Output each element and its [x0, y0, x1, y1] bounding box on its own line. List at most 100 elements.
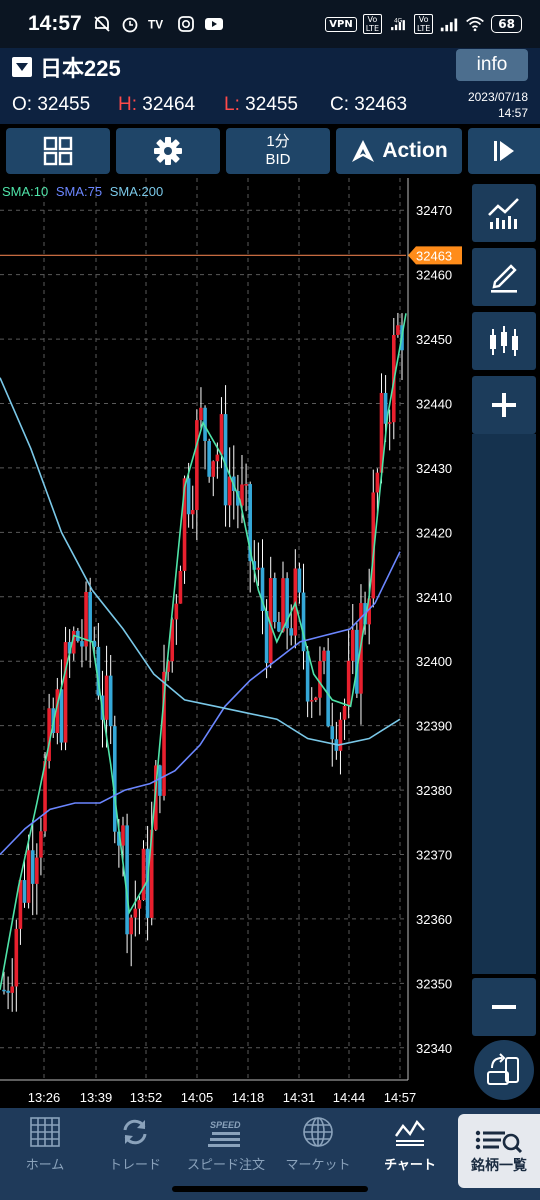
- candle-body: [186, 478, 191, 515]
- x-tick-label: 13:26: [28, 1090, 61, 1105]
- candle-body: [30, 850, 35, 884]
- y-tick-label: 32430: [416, 461, 452, 476]
- candle-body: [281, 578, 285, 632]
- x-tick-label: 14:57: [384, 1090, 417, 1105]
- nav-chart[interactable]: チャート: [364, 1108, 456, 1188]
- layout-button[interactable]: [6, 128, 110, 174]
- grid-layout-icon: [43, 136, 73, 166]
- symbol-list-button[interactable]: 銘柄一覧: [458, 1114, 540, 1188]
- nav-speed-order[interactable]: SPEED スピード注文: [180, 1108, 272, 1188]
- low-value: 32455: [245, 94, 298, 115]
- candle-body: [121, 825, 125, 846]
- zoom-out-button[interactable]: [472, 978, 536, 1036]
- nav-home[interactable]: ホーム: [0, 1108, 90, 1188]
- candle-body: [346, 660, 351, 706]
- candle-body: [92, 640, 97, 647]
- candle-body: [80, 641, 84, 647]
- candle-body: [141, 848, 146, 901]
- price-chart[interactable]: 32470 32460 32450 32440 32430 32420 32410 32400…: [0, 178, 468, 1108]
- draw-tool-button[interactable]: [472, 248, 536, 306]
- candle-body: [383, 392, 388, 424]
- sma-line-75: [0, 551, 401, 856]
- action-label: Action: [382, 139, 448, 162]
- candle-body: [149, 829, 154, 918]
- datetime: 2023/07/18 14:57: [468, 89, 528, 121]
- candle-body: [297, 568, 302, 593]
- candle-body: [248, 484, 252, 562]
- youtube-icon: [204, 14, 224, 34]
- play-forward-icon: [494, 141, 514, 161]
- rotate-screen-button[interactable]: [474, 1040, 534, 1100]
- nav-speed-order-label: スピード注文: [186, 1158, 265, 1173]
- candle-body: [117, 831, 121, 846]
- candle-body: [268, 578, 273, 664]
- y-tick-label: 32390: [416, 719, 452, 734]
- candle-body: [112, 726, 117, 832]
- y-tick-label: 32410: [416, 590, 452, 605]
- action-button[interactable]: Action: [336, 128, 462, 174]
- sma-legend: SMA:10 SMA:75 SMA:200: [2, 184, 163, 199]
- candle-body: [260, 567, 265, 611]
- zoom-slider-track[interactable]: [472, 434, 536, 974]
- nav-market[interactable]: マーケット: [272, 1108, 364, 1188]
- y-tick-label: 32460: [416, 268, 452, 283]
- settings-button[interactable]: [116, 128, 220, 174]
- signal-icon: 4G: [388, 14, 408, 34]
- svg-text:TV: TV: [148, 18, 163, 32]
- indicator-chart-icon: [488, 198, 519, 229]
- nav-home-label: ホーム: [25, 1158, 65, 1173]
- candle-body: [396, 325, 400, 335]
- candle-body: [195, 420, 199, 511]
- candle-body: [301, 592, 306, 652]
- timeframe-button[interactable]: 1分 BID: [226, 128, 330, 174]
- candle-body: [47, 708, 51, 762]
- candle-body: [55, 689, 60, 734]
- timeframe-label: 1分: [266, 133, 290, 150]
- zoom-in-button[interactable]: [472, 376, 536, 434]
- chart-area[interactable]: 32470 32460 32450 32440 32430 32420 32410 32400…: [0, 178, 468, 1108]
- nav-trade[interactable]: トレード: [90, 1108, 180, 1188]
- symbol-dropdown-icon[interactable]: [12, 57, 32, 77]
- x-tick-label: 13:39: [80, 1090, 113, 1105]
- volte-badge-2: Vo LTE: [414, 14, 434, 34]
- candle-type-button[interactable]: [472, 312, 536, 370]
- home-indicator: [172, 1186, 368, 1192]
- candle-body: [355, 629, 359, 694]
- plus-icon: [492, 393, 516, 417]
- candle-body: [273, 578, 277, 623]
- alarm-icon: [120, 14, 140, 34]
- candle-body: [6, 990, 10, 993]
- chart-side-panel: [470, 178, 540, 1108]
- sma-line-10: [0, 313, 407, 990]
- candle-body: [207, 440, 211, 477]
- x-tick-label: 13:52: [130, 1090, 163, 1105]
- legend-sma75: SMA:75: [55, 184, 103, 199]
- candle-body: [129, 917, 133, 935]
- candle-body: [71, 630, 76, 654]
- indicator-button[interactable]: [472, 184, 536, 242]
- candle-body: [219, 414, 224, 455]
- candle-body: [289, 628, 294, 636]
- chart-toolbar: 1分 BID Action: [0, 124, 540, 178]
- play-forward-button[interactable]: [468, 128, 540, 174]
- candle-body: [84, 591, 88, 647]
- y-tick-label: 32470: [416, 203, 452, 218]
- candle-body: [26, 850, 31, 903]
- symbol-name[interactable]: 日本225: [40, 56, 121, 81]
- y-tick-label: 32420: [416, 525, 452, 540]
- list-search-icon: [475, 1130, 523, 1154]
- candle-body: [67, 642, 72, 654]
- candle-body: [88, 591, 92, 641]
- candle-body: [277, 622, 281, 632]
- info-button[interactable]: info: [456, 49, 528, 81]
- candle-body: [330, 726, 335, 740]
- sma-line-200: [0, 377, 401, 746]
- candle-body: [22, 880, 27, 903]
- rotate-screen-icon: [487, 1053, 519, 1085]
- status-bar: 14:57 TV VPN Vo LTE 4G Vo LTE: [0, 0, 540, 48]
- candle-body: [76, 630, 80, 642]
- status-time: 14:57: [28, 12, 82, 35]
- mute-icon: [92, 14, 112, 34]
- y-tick-label: 32450: [416, 332, 452, 347]
- nav-market-label: マーケット: [285, 1158, 351, 1173]
